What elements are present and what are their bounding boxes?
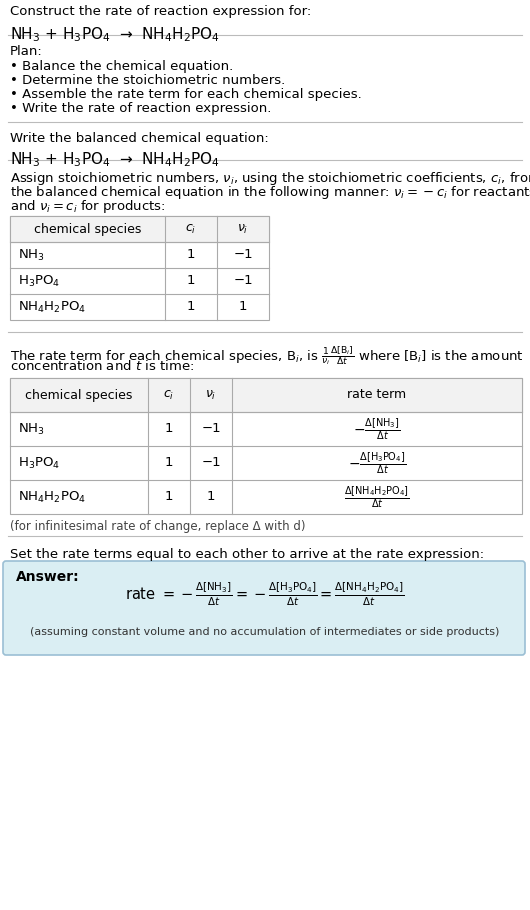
Text: (assuming constant volume and no accumulation of intermediates or side products): (assuming constant volume and no accumul…	[30, 627, 500, 637]
Text: NH$_3$: NH$_3$	[18, 248, 45, 263]
Text: The rate term for each chemical species, B$_i$, is $\frac{1}{\nu_i}\frac{\Delta[: The rate term for each chemical species,…	[10, 344, 524, 367]
Text: 1: 1	[187, 275, 195, 288]
Text: $\frac{\Delta[\mathrm{NH_4H_2PO_4}]}{\Delta t}$: $\frac{\Delta[\mathrm{NH_4H_2PO_4}]}{\De…	[344, 484, 410, 510]
Text: −1: −1	[233, 248, 253, 261]
Text: 1: 1	[165, 422, 173, 436]
Text: 1: 1	[165, 490, 173, 503]
Text: 1: 1	[207, 490, 215, 503]
Text: chemical species: chemical species	[25, 389, 132, 401]
Text: Set the rate terms equal to each other to arrive at the rate expression:: Set the rate terms equal to each other t…	[10, 548, 484, 561]
Text: NH$_3$: NH$_3$	[18, 421, 45, 437]
Text: −1: −1	[233, 275, 253, 288]
FancyBboxPatch shape	[3, 561, 525, 655]
Bar	[10, 216, 269, 242]
Text: NH$_4$H$_2$PO$_4$: NH$_4$H$_2$PO$_4$	[18, 299, 86, 315]
Text: chemical species: chemical species	[34, 223, 141, 236]
Text: 1: 1	[187, 300, 195, 314]
Text: concentration and $t$ is time:: concentration and $t$ is time:	[10, 359, 194, 373]
Text: $-\frac{\Delta[\mathrm{NH_3}]}{\Delta t}$: $-\frac{\Delta[\mathrm{NH_3}]}{\Delta t}…	[354, 416, 401, 442]
Text: • Balance the chemical equation.: • Balance the chemical equation.	[10, 60, 233, 73]
Text: and $\nu_i = c_i$ for products:: and $\nu_i = c_i$ for products:	[10, 198, 165, 215]
Text: NH$_4$H$_2$PO$_4$: NH$_4$H$_2$PO$_4$	[18, 490, 86, 504]
Bar	[10, 216, 269, 320]
Text: Write the balanced chemical equation:: Write the balanced chemical equation:	[10, 132, 269, 145]
Text: rate term: rate term	[348, 389, 407, 401]
Text: • Assemble the rate term for each chemical species.: • Assemble the rate term for each chemic…	[10, 88, 362, 101]
Text: the balanced chemical equation in the following manner: $\nu_i = -c_i$ for react: the balanced chemical equation in the fo…	[10, 184, 530, 201]
Text: (for infinitesimal rate of change, replace Δ with d): (for infinitesimal rate of change, repla…	[10, 520, 305, 533]
Text: Assign stoichiometric numbers, $\nu_i$, using the stoichiometric coefficients, $: Assign stoichiometric numbers, $\nu_i$, …	[10, 170, 530, 187]
Text: Construct the rate of reaction expression for:: Construct the rate of reaction expressio…	[10, 5, 311, 18]
Text: • Write the rate of reaction expression.: • Write the rate of reaction expression.	[10, 102, 271, 115]
Text: 1: 1	[165, 457, 173, 470]
Text: NH$_3$ + H$_3$PO$_4$  →  NH$_4$H$_2$PO$_4$: NH$_3$ + H$_3$PO$_4$ → NH$_4$H$_2$PO$_4$	[10, 150, 220, 168]
Text: NH$_3$ + H$_3$PO$_4$  →  NH$_4$H$_2$PO$_4$: NH$_3$ + H$_3$PO$_4$ → NH$_4$H$_2$PO$_4$	[10, 25, 220, 44]
Text: H$_3$PO$_4$: H$_3$PO$_4$	[18, 273, 60, 288]
Bar	[10, 378, 522, 514]
Text: $-\frac{\Delta[\mathrm{H_3PO_4}]}{\Delta t}$: $-\frac{\Delta[\mathrm{H_3PO_4}]}{\Delta…	[348, 450, 406, 476]
Text: −1: −1	[201, 457, 221, 470]
Text: Plan:: Plan:	[10, 45, 43, 58]
Text: $\nu_i$: $\nu_i$	[205, 389, 217, 401]
Bar	[10, 378, 522, 412]
Text: H$_3$PO$_4$: H$_3$PO$_4$	[18, 455, 60, 470]
Text: $\nu_i$: $\nu_i$	[237, 222, 249, 236]
Text: $c_i$: $c_i$	[163, 389, 174, 401]
Text: Answer:: Answer:	[16, 570, 80, 584]
Text: rate $= -\frac{\Delta[\mathrm{NH_3}]}{\Delta t} = -\frac{\Delta[\mathrm{H_3PO_4}: rate $= -\frac{\Delta[\mathrm{NH_3}]}{\D…	[126, 581, 404, 608]
Text: −1: −1	[201, 422, 221, 436]
Text: $c_i$: $c_i$	[186, 222, 197, 236]
Text: • Determine the stoichiometric numbers.: • Determine the stoichiometric numbers.	[10, 74, 285, 87]
Text: 1: 1	[238, 300, 248, 314]
Text: 1: 1	[187, 248, 195, 261]
